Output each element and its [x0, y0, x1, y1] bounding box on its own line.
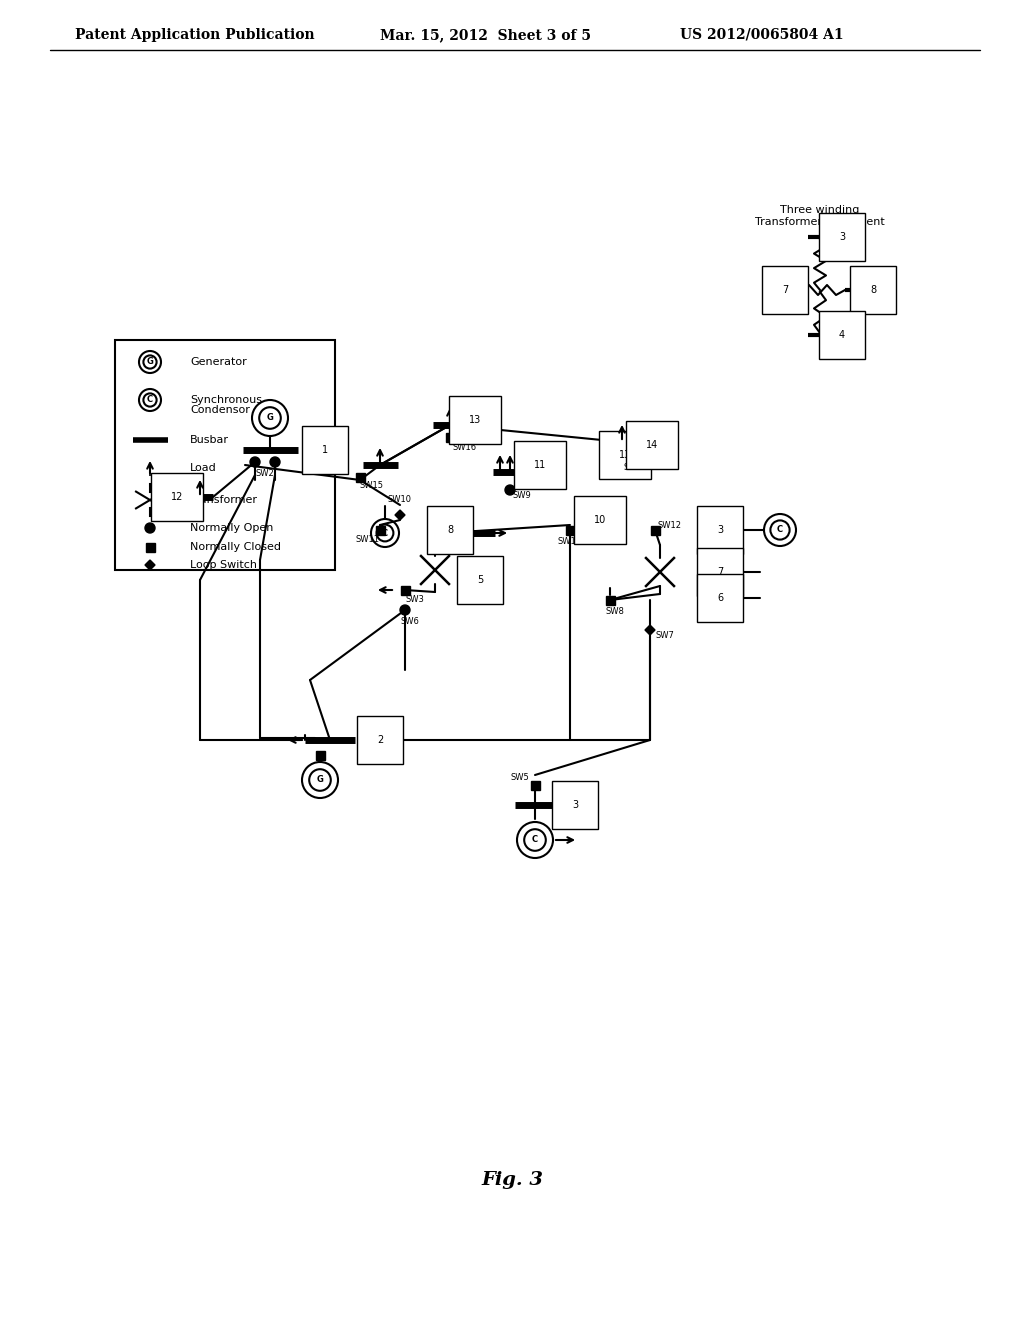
- Text: 1: 1: [322, 445, 328, 455]
- Text: 6: 6: [717, 593, 723, 603]
- Text: SW5: SW5: [511, 772, 529, 781]
- Circle shape: [270, 457, 280, 467]
- Text: SW13: SW13: [624, 463, 648, 473]
- Text: 11: 11: [534, 459, 546, 470]
- Text: Fig. 3: Fig. 3: [481, 1171, 543, 1189]
- Text: Transformer equivalent: Transformer equivalent: [755, 216, 885, 227]
- Text: G: G: [146, 358, 154, 367]
- Text: SW9: SW9: [513, 491, 531, 499]
- Text: Three winding: Three winding: [780, 205, 860, 215]
- Text: Busbar: Busbar: [190, 436, 229, 445]
- Text: Synchronous: Synchronous: [190, 395, 262, 405]
- Bar: [530, 780, 540, 789]
- Bar: [400, 586, 410, 594]
- Text: 7: 7: [717, 568, 723, 577]
- Circle shape: [145, 523, 155, 533]
- Polygon shape: [645, 624, 655, 635]
- Text: Condensor: Condensor: [190, 405, 250, 414]
- Text: Normally Open: Normally Open: [190, 523, 273, 533]
- Bar: [445, 433, 455, 441]
- Text: SW12: SW12: [658, 520, 682, 529]
- Text: 13: 13: [469, 414, 481, 425]
- Text: Loop Switch: Loop Switch: [190, 560, 257, 570]
- Text: 2: 2: [377, 735, 383, 744]
- Text: 5: 5: [477, 576, 483, 585]
- Polygon shape: [145, 560, 155, 570]
- Text: G: G: [266, 413, 273, 422]
- Text: 7: 7: [782, 285, 788, 294]
- Text: 8: 8: [446, 525, 453, 535]
- Text: 4: 4: [839, 330, 845, 341]
- Bar: [145, 543, 155, 552]
- Text: C: C: [382, 528, 388, 537]
- Text: US 2012/0065804 A1: US 2012/0065804 A1: [680, 28, 844, 42]
- Text: SW10: SW10: [388, 495, 412, 504]
- Text: 3: 3: [717, 525, 723, 535]
- Text: SW16: SW16: [453, 442, 477, 451]
- Bar: [315, 751, 325, 759]
- Circle shape: [617, 455, 627, 465]
- Text: 3: 3: [839, 232, 845, 242]
- Text: C: C: [146, 396, 153, 404]
- Text: G: G: [316, 776, 324, 784]
- Text: SW6: SW6: [400, 618, 420, 627]
- Bar: [565, 525, 574, 535]
- Bar: [376, 525, 384, 535]
- Bar: [115, 341, 335, 570]
- Text: Generator: Generator: [190, 356, 247, 367]
- Text: SW2: SW2: [256, 470, 274, 479]
- Polygon shape: [395, 510, 406, 520]
- Text: 14: 14: [646, 440, 658, 450]
- Circle shape: [505, 484, 515, 495]
- Text: SW8: SW8: [605, 607, 625, 616]
- Text: SW11: SW11: [355, 536, 379, 544]
- Circle shape: [400, 605, 410, 615]
- Text: SW7: SW7: [655, 631, 675, 639]
- Text: 8: 8: [870, 285, 877, 294]
- Text: Load: Load: [190, 463, 217, 473]
- Text: 13: 13: [618, 450, 631, 459]
- Bar: [605, 595, 614, 605]
- Circle shape: [250, 457, 260, 467]
- Text: C: C: [777, 525, 783, 535]
- Text: Mar. 15, 2012  Sheet 3 of 5: Mar. 15, 2012 Sheet 3 of 5: [380, 28, 591, 42]
- Text: SW14: SW14: [558, 537, 582, 546]
- Text: SW3: SW3: [406, 595, 424, 605]
- Text: SW15: SW15: [360, 480, 384, 490]
- Bar: [355, 473, 365, 482]
- Text: C: C: [531, 836, 538, 845]
- Text: Patent Application Publication: Patent Application Publication: [75, 28, 314, 42]
- Text: 12: 12: [171, 492, 183, 502]
- Text: 10: 10: [594, 515, 606, 525]
- Text: Transformer: Transformer: [190, 495, 257, 506]
- Text: Normally Closed: Normally Closed: [190, 543, 281, 552]
- Bar: [650, 525, 659, 535]
- Text: 3: 3: [572, 800, 579, 810]
